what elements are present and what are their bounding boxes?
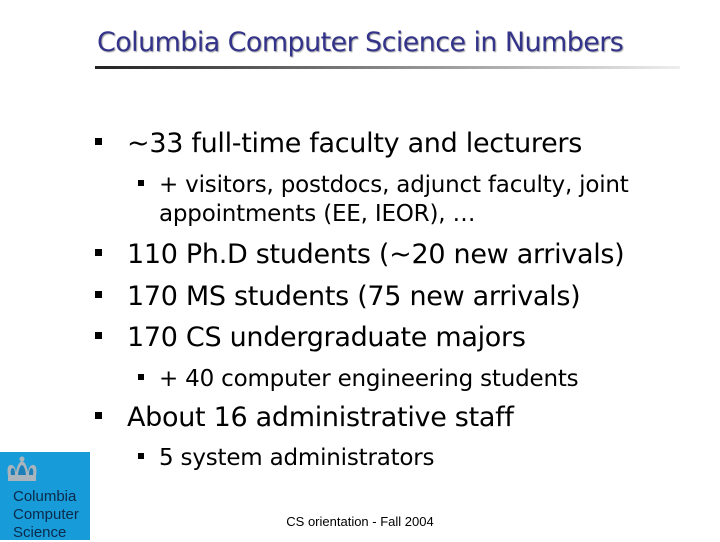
bullet-icon: [138, 373, 144, 380]
bullet-text: 170 CS undergraduate majors: [127, 322, 526, 353]
bullet-icon: [138, 452, 144, 459]
bullet-text: 5 system administrators: [159, 445, 435, 471]
bullet-icon: [95, 332, 102, 339]
bullet-icon: [95, 249, 102, 256]
sub-bullet-item: + visitors, postdocs, adjunct faculty, j…: [138, 171, 689, 229]
crown-icon: [7, 456, 37, 481]
slide-footer: CS orientation - Fall 2004: [286, 514, 434, 529]
columbia-cs-logo: Columbia Computer Science: [0, 452, 90, 541]
bullet-icon: [95, 138, 102, 145]
bullet-text: 170 MS students (75 new arrivals): [127, 281, 581, 312]
bullet-icon: [138, 179, 144, 186]
bullet-text: About 16 administrative staff: [127, 402, 514, 433]
bullet-text: 110 Ph.D students (~20 new arrivals): [127, 239, 625, 270]
bullet-text: ~33 full-time faculty and lecturers: [127, 128, 582, 159]
bullet-item: 110 Ph.D students (~20 new arrivals): [95, 239, 625, 270]
sub-bullet-item: + 40 computer engineering students: [138, 365, 579, 394]
bullet-item: 170 CS undergraduate majors: [95, 322, 526, 353]
bullet-item: ~33 full-time faculty and lecturers: [95, 128, 582, 159]
bullet-text: + visitors, postdocs, adjunct faculty, j…: [159, 172, 629, 227]
bullet-text: + 40 computer engineering students: [159, 366, 579, 392]
logo-line: Computer: [13, 506, 79, 523]
logo-line: Columbia: [13, 488, 77, 505]
slide-title: Columbia Computer Science in Numbers: [97, 27, 624, 58]
sub-bullet-item: 5 system administrators: [138, 444, 435, 473]
logo-line: Science: [13, 524, 67, 541]
bullet-icon: [95, 412, 102, 419]
bullet-item: 170 MS students (75 new arrivals): [95, 281, 581, 312]
bullet-item: About 16 administrative staff: [95, 402, 514, 433]
bullet-icon: [95, 291, 102, 298]
title-divider: [95, 66, 680, 69]
